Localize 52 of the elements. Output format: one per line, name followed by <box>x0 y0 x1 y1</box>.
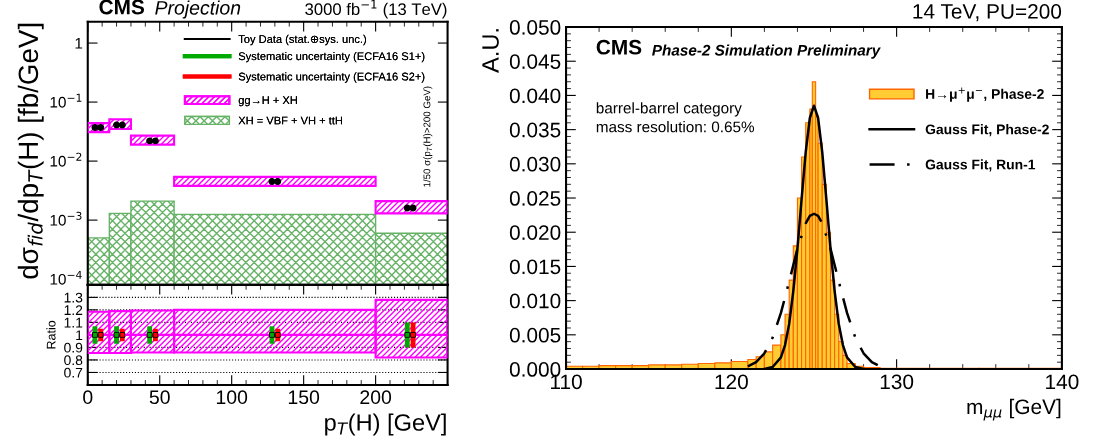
legend-label: Systematic uncertainty (ECFA16 S2+) <box>238 72 425 83</box>
y-tick-label: 0.020 <box>509 225 561 240</box>
y-tick-label: 0.7 <box>64 367 83 378</box>
y-tick-label: 0.035 <box>509 122 561 138</box>
y-tick-label: 0.9 <box>64 342 83 353</box>
chart-title: CMS <box>596 39 642 55</box>
annotation: barrel-barrel category <box>596 102 742 117</box>
x-axis-title: m$_{μμ}$ [GeV] <box>967 398 1061 421</box>
y-tick-label: 1.1 <box>64 317 83 328</box>
y-tick-label: 0.040 <box>509 88 561 104</box>
annotation: 1/50 σ(p$_{T}$(H)>200 GeV) <box>423 86 433 187</box>
y-tick-label: 0.010 <box>509 293 561 309</box>
x-tick-label: 150 <box>288 390 320 405</box>
x-tick-label: 50 <box>149 390 170 405</box>
y-tick-label: 0.005 <box>509 327 561 343</box>
chart-subtitle: Projection <box>155 0 241 19</box>
y-axis-title: dσ$_{fid}$/dp$_{T}$(H) [fb/GeV] <box>17 23 44 279</box>
y-tick-label: 1.2 <box>64 305 83 315</box>
legend-label: XH = VBF + VH + ttH <box>238 116 342 125</box>
y-tick-label: 0.025 <box>509 191 561 206</box>
y-tick-label: 0.015 <box>509 259 561 275</box>
legend-label: Gauss Fit, Run-1 <box>925 159 1036 172</box>
legend-label: Toy Data (stat.⊕sys. unc.) <box>238 34 367 46</box>
y-tick-label: 10$^{−3}$ <box>50 211 82 226</box>
text: 3000 fb$^{−1}$ (13 TeV) <box>305 0 447 19</box>
y-tick-label: 10$^{−1}$ <box>50 93 82 108</box>
x-tick-label: 140 <box>1046 374 1079 390</box>
text: 14 TeV, PU=200 <box>913 4 1062 22</box>
y-tick-label: 10$^{−4}$ <box>50 270 82 285</box>
x-tick-label: 100 <box>216 390 248 405</box>
text: Phase-2 Simulation Preliminary <box>652 44 881 59</box>
x-tick-label: 0 <box>83 390 93 405</box>
legend-label: Systematic uncertainty (ECFA16 S1+) <box>238 51 425 63</box>
y-axis-title: A.U. <box>482 29 499 73</box>
legend-label: Gauss Fit, Phase-2 <box>925 124 1049 137</box>
y-axis-title: Ratio <box>46 320 56 349</box>
annotation: mass resolution: 0.65% <box>596 121 755 133</box>
legend-label: H→μ$^{+}$μ$^{−}$, Phase-2 <box>926 87 1044 102</box>
x-axis-title: p$_{T}$(H) [GeV] <box>325 413 446 436</box>
chart-title: CMS <box>99 0 145 15</box>
y-tick-label: 1 <box>76 330 83 340</box>
y-tick-label: 1.3 <box>64 292 83 303</box>
y-tick-label: 0.8 <box>64 355 83 366</box>
x-tick-label: 130 <box>880 374 914 390</box>
y-tick-label: 0.045 <box>509 54 561 69</box>
y-tick-label: 0.050 <box>509 20 561 35</box>
y-tick-label: 0.030 <box>509 156 561 172</box>
y-tick-label: 1 <box>75 38 83 49</box>
legend-label: gg→H + XH <box>238 96 297 107</box>
x-tick-label: 200 <box>360 390 392 405</box>
y-tick-label: 10$^{−2}$ <box>50 152 82 167</box>
x-tick-label: 120 <box>715 374 748 390</box>
